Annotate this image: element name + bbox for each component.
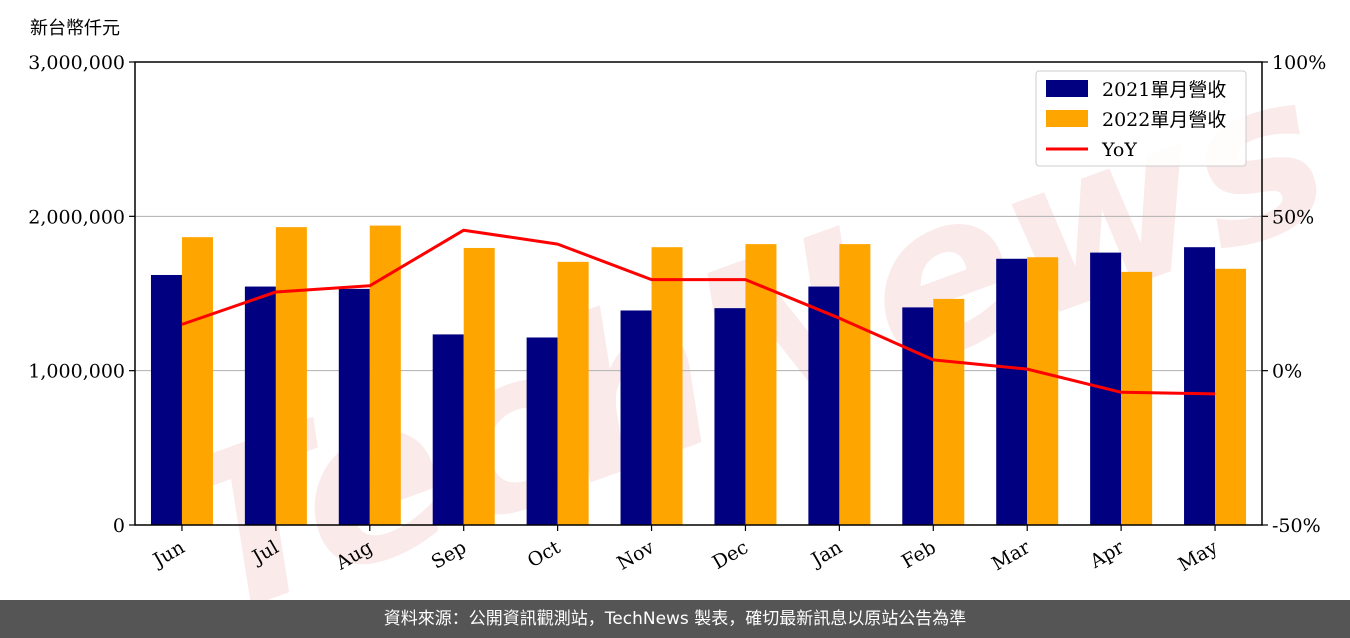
plot-frame bbox=[134, 61, 1263, 526]
right-tick-label: -50% bbox=[1272, 515, 1321, 537]
grid-lines bbox=[135, 215, 1262, 372]
bar-2021-jul bbox=[244, 286, 276, 525]
right-tick-label: 100% bbox=[1272, 52, 1326, 74]
bar-2022-jul bbox=[275, 227, 307, 526]
x-tick-label-mar: Mar bbox=[988, 536, 1034, 575]
legend-label-2021: 2021單月營收 bbox=[1102, 79, 1226, 101]
x-tick-label-nov: Nov bbox=[613, 536, 658, 575]
y-axis-unit-label: 新台幣仟元 bbox=[30, 18, 120, 39]
legend-label-2022: 2022單月營收 bbox=[1102, 109, 1226, 131]
x-tick-label-feb: Feb bbox=[898, 536, 940, 573]
x-tick-label-may: May bbox=[1175, 536, 1222, 576]
bar-2021-mar bbox=[996, 258, 1028, 525]
x-tick-label-apr: Apr bbox=[1085, 536, 1128, 573]
yoy-line bbox=[181, 228, 1216, 396]
legend-swatch-2021 bbox=[1046, 80, 1088, 97]
left-tick-label: 3,000,000 bbox=[28, 52, 125, 74]
x-tick-label-jun: Jun bbox=[148, 536, 189, 572]
legend: 2021單月營收 2022單月營收 YoY bbox=[1035, 70, 1247, 167]
bar-2021-jun bbox=[150, 274, 182, 525]
legend-swatch-2022 bbox=[1046, 110, 1088, 127]
bar-2021-feb bbox=[902, 307, 934, 525]
left-tick-label: 1,000,000 bbox=[28, 361, 125, 383]
axes bbox=[129, 61, 1268, 531]
bars bbox=[150, 225, 1247, 526]
bar-2022-feb bbox=[933, 298, 965, 525]
bar-2022-apr bbox=[1121, 271, 1153, 525]
right-tick-label: 50% bbox=[1272, 206, 1314, 228]
bar-2021-nov bbox=[620, 310, 652, 525]
x-tick-label-dec: Dec bbox=[709, 536, 752, 574]
bar-2021-dec bbox=[714, 308, 746, 525]
legend-label-yoy: YoY bbox=[1101, 139, 1137, 161]
bar-2022-jan bbox=[839, 244, 871, 525]
legend-frame bbox=[1035, 70, 1247, 167]
bar-2022-mar bbox=[1027, 257, 1059, 525]
left-tick-label: 0 bbox=[113, 515, 125, 537]
bar-2021-oct bbox=[526, 337, 558, 525]
x-tick-label-jan: Jan bbox=[806, 536, 846, 572]
source-footer: 資料來源：公開資訊觀測站，TechNews 製表，確切最新訊息以原站公告為準 bbox=[0, 600, 1350, 638]
bar-2022-oct bbox=[557, 261, 589, 525]
yoy-series-line bbox=[181, 228, 1216, 396]
right-tick-label: 0% bbox=[1272, 361, 1302, 383]
bar-2021-aug bbox=[338, 288, 370, 525]
left-tick-label: 2,000,000 bbox=[28, 206, 125, 228]
bar-2021-sep bbox=[432, 334, 464, 525]
bar-2022-jun bbox=[181, 237, 213, 525]
bar-2021-may bbox=[1184, 247, 1216, 525]
bar-2022-sep bbox=[463, 247, 495, 525]
bar-2021-jan bbox=[808, 286, 840, 525]
bar-2022-may bbox=[1215, 268, 1247, 525]
chart-area: TechNews 新台幣仟元 01,000,0002,000,0003,000,… bbox=[28, 18, 1350, 600]
bar-2022-nov bbox=[651, 247, 683, 525]
